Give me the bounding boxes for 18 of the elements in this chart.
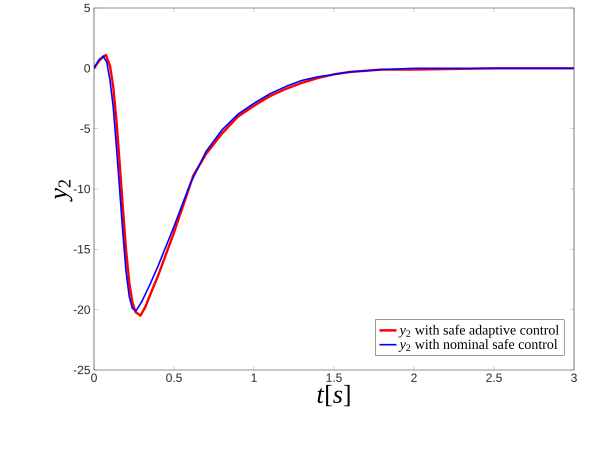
x-tick-label: 1 [252, 374, 257, 382]
x-tick-label: 2 [411, 374, 417, 382]
x-tick-label: 2.5 [486, 374, 502, 382]
y-tick-label: -25 [74, 366, 90, 374]
legend-label: y$_{2}$ with safe adaptive control [398, 324, 559, 338]
x-tick-label: 0 [91, 374, 97, 382]
x-tick-label: 0.5 [166, 374, 182, 382]
legend-label: y$_{2}$ with nominal safe control [398, 339, 558, 352]
y-axis-title: y$_{2}$ [54, 180, 72, 202]
y-tick-label: -5 [80, 124, 90, 133]
x-axis-title: t[s] [318, 384, 350, 406]
y-tick-label: -15 [74, 245, 90, 254]
x-tick-label: 3 [571, 374, 577, 382]
y-tick-label: 0 [84, 64, 90, 73]
y-tick-label: -10 [74, 184, 90, 194]
y-tick-label: -20 [74, 305, 90, 314]
y-tick-label: 5 [84, 4, 90, 12]
x-tick-label: 1.5 [326, 374, 342, 382]
